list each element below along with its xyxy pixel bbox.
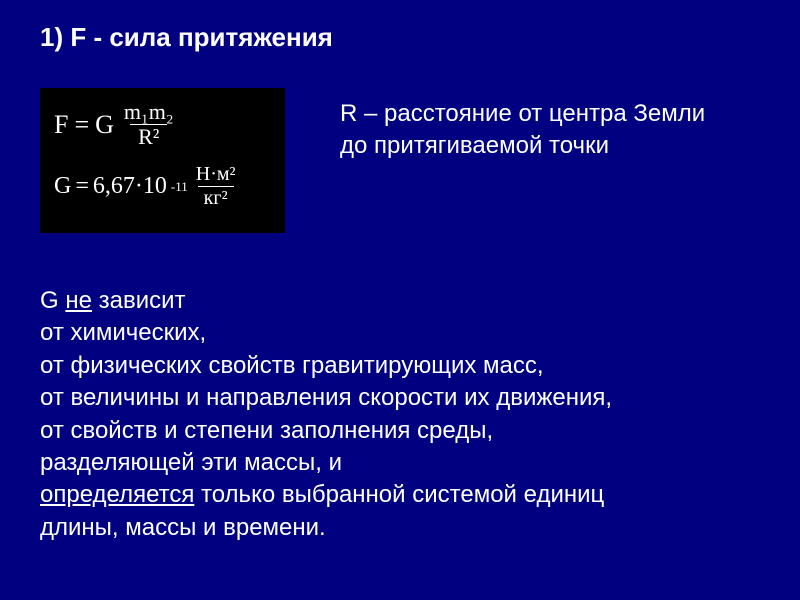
body-l1-a: G <box>40 287 65 314</box>
r-note-line1: R – расстояние от центра Земли <box>340 98 705 130</box>
r-note: R – расстояние от центра Земли до притяг… <box>340 98 705 163</box>
eq2-coeff: 6,67·10 <box>93 173 167 200</box>
body-line6: разделяющей эти массы, и <box>40 447 612 479</box>
eq1-eq: = <box>74 110 89 140</box>
body-l7-a: определяется <box>40 481 194 508</box>
eq2-unit-fraction: Н·м² кг² <box>192 163 240 210</box>
body-line7: определяется только выбранной системой е… <box>40 479 612 511</box>
body-text: G не зависит от химических, от физически… <box>40 285 612 544</box>
body-line3: от физических свойств гравитирующих масс… <box>40 350 612 382</box>
body-line8: длины, массы и времени. <box>40 512 612 544</box>
formula-G-constant: G = 6,67·10-11 Н·м² кг² <box>54 163 271 210</box>
body-line1: G не зависит <box>40 285 612 317</box>
body-l1-b: не <box>65 287 92 314</box>
eq1-numerator: m₁m₂ <box>124 100 174 124</box>
body-l7-b: только выбранной системой единиц <box>194 481 604 508</box>
eq2-eq: = <box>75 173 89 200</box>
formula-box: F = G m₁m₂ R² G = 6,67·10-11 Н·м² кг² <box>40 88 285 233</box>
body-l1-c: зависит <box>92 287 186 314</box>
heading: 1) F - сила притяжения <box>40 22 333 53</box>
eq2-lhs: G <box>54 173 71 200</box>
eq2-unit-den: кг² <box>198 186 234 210</box>
eq1-G: G <box>95 110 114 140</box>
eq2-unit-num: Н·м² <box>192 163 240 186</box>
eq1-lhs: F <box>54 110 68 140</box>
body-line5: от свойств и степени заполнения среды, <box>40 415 612 447</box>
body-line4: от величины и направления скорости их дв… <box>40 382 612 414</box>
eq1-fraction: m₁m₂ R² <box>124 100 174 149</box>
r-note-line2: до притягиваемой точки <box>340 130 705 162</box>
body-line2: от химических, <box>40 317 612 349</box>
formula-gravity: F = G m₁m₂ R² <box>54 100 271 149</box>
eq1-denominator: R² <box>130 124 167 149</box>
eq2-exp: -11 <box>171 179 188 195</box>
